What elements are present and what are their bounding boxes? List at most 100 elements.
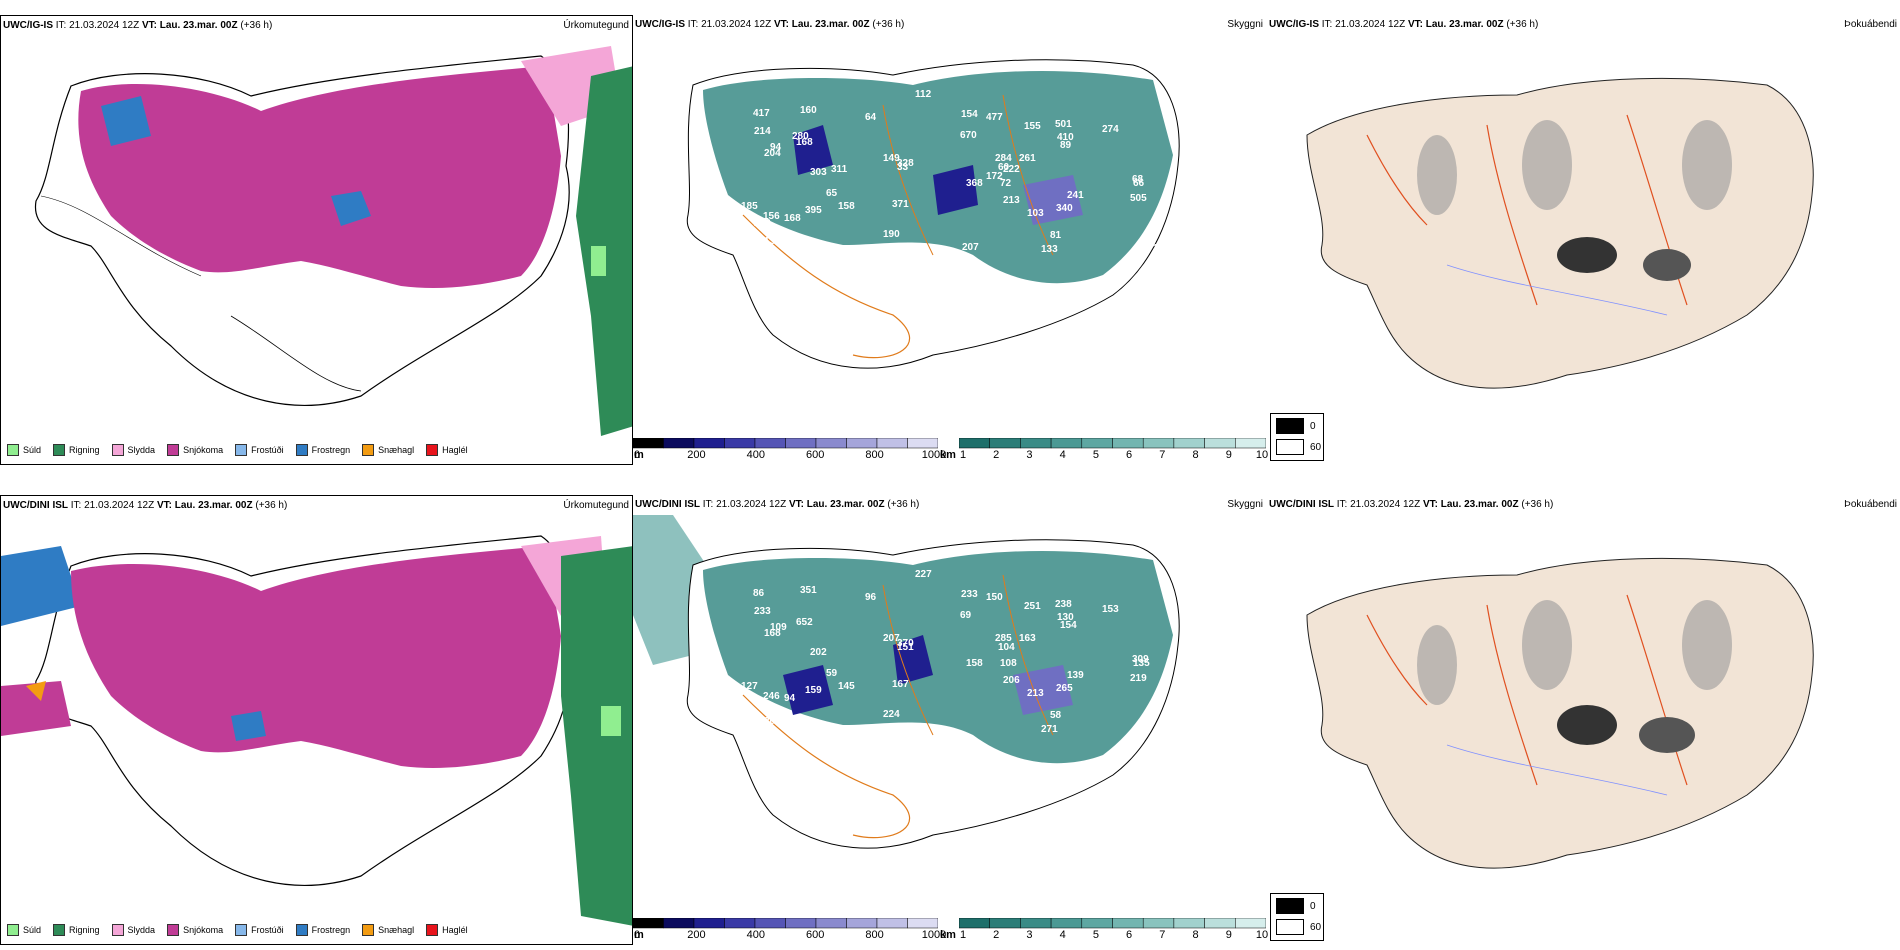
cloudbase-label: 190 — [883, 229, 900, 240]
cloudbase-label: 109 — [770, 622, 787, 633]
legend-item: Súld — [7, 444, 41, 456]
legend-item: Haglél — [426, 444, 468, 456]
cloudbase-label: 251 — [1024, 601, 1041, 612]
cloudbase-label: 127 — [741, 681, 758, 692]
colorbar-cell — [785, 917, 817, 929]
cloudbase-label: 206 — [1003, 675, 1020, 686]
cloudbase-label: 351 — [800, 585, 817, 596]
cloudbase-label: 33 — [897, 162, 909, 173]
colorbar-cell — [989, 917, 1021, 929]
cloudbase-label: 265 — [1056, 683, 1073, 694]
cloudbase-panel-top: UWC/IG-IS IT: 21.03.2024 12Z VT: Lau. 23… — [633, 15, 1267, 465]
colorbar-tick: 2 — [993, 929, 1000, 941]
colorbar-cell — [1204, 917, 1236, 929]
cloudbase-label: 155 — [1024, 121, 1041, 132]
cloudbase-label: 160 — [800, 105, 817, 116]
cloudbase-label: 200 — [764, 716, 781, 727]
cloudbase-colorbar-bottom: 0 200 400 600 800 1000 — [632, 917, 946, 947]
cloudbase-label: 185 — [741, 201, 758, 212]
colorbar-tick: 9 — [1225, 449, 1232, 461]
colorbar-tick: 1 — [959, 449, 967, 461]
colorbar-tick: 0 — [633, 929, 641, 941]
cloudbase-label: 670 — [960, 130, 977, 141]
colorbar-tick: 5 — [1092, 449, 1099, 461]
colorbar-cell — [876, 917, 908, 929]
cloudbase-label: 89 — [1060, 140, 1072, 151]
legend-swatch — [235, 444, 248, 456]
legend-swatch — [7, 924, 19, 936]
legend-item: Snæhagl — [362, 924, 414, 936]
colorbar-tick: 800 — [865, 449, 884, 461]
cloudbase-label: 158 — [838, 201, 855, 212]
cloudbase-label: 104 — [998, 642, 1015, 653]
cloudbase-label: 227 — [915, 569, 932, 580]
colorbar-cell — [907, 437, 939, 449]
cloudbase-label: 246 — [763, 691, 780, 702]
fog-panel-top: UWC/IG-IS IT: 21.03.2024 12Z VT: Lau. 23… — [1267, 15, 1900, 465]
cloudbase-colorbar-top: 0 200 400 600 800 1000 — [632, 437, 946, 467]
colorbar-tick: 3 — [1026, 929, 1033, 941]
colorbar-tick: 9 — [1225, 929, 1232, 941]
cloudbase-panel-bottom: UWC/DINI ISL IT: 21.03.2024 12Z VT: Lau.… — [633, 495, 1267, 945]
cloudbase-label: 112 — [915, 89, 932, 100]
cloudbase-label: 311 — [831, 164, 848, 175]
colorbar-cell — [693, 437, 725, 449]
panel-title: UWC/IG-IS IT: 21.03.2024 12Z VT: Lau. 23… — [3, 20, 273, 31]
cloudbase-label: 109 — [951, 275, 968, 286]
colorbar-cell — [1142, 917, 1175, 929]
colorbar-cell — [876, 437, 908, 449]
cloudbase-label: 68 — [1132, 174, 1144, 185]
panel-name: Skyggni — [1227, 499, 1263, 510]
cloudbase-label: 285 — [995, 633, 1012, 644]
cloudbase-label: 233 — [961, 589, 978, 600]
cloudbase-label: 139 — [1067, 670, 1084, 681]
cloudbase-label: 172 — [986, 171, 1003, 182]
legend-label: Haglél — [442, 925, 468, 935]
colorbar-tick: 1000 — [921, 929, 947, 941]
cloudbase-label: 274 — [1102, 124, 1119, 135]
colorbar-cell — [846, 437, 878, 449]
legend-swatch — [295, 924, 308, 936]
colorbar-tick: 600 — [806, 929, 825, 941]
panel-title: UWC/DINI ISL IT: 21.03.2024 12Z VT: Lau.… — [3, 500, 288, 511]
legend-item: Frostregn — [295, 444, 350, 456]
colorbar-cell — [1173, 917, 1205, 929]
colorbar-tick: 6 — [1126, 449, 1133, 461]
colorbar-cell — [989, 437, 1021, 449]
cloudbase-label: 64 — [865, 112, 877, 123]
cloudbase-label: 158 — [966, 658, 983, 669]
colorbar-tick: 800 — [865, 929, 884, 941]
cloudbase-label: 65 — [826, 188, 838, 199]
colorbar-cell — [663, 437, 695, 449]
colorbar-cell — [663, 917, 695, 929]
panel-title: UWC/IG-IS IT: 21.03.2024 12Z VT: Lau. 23… — [1269, 19, 1539, 30]
fog-map — [1306, 77, 1814, 389]
legend-label: Snjókoma — [183, 445, 224, 455]
colorbar-cell — [1050, 917, 1083, 929]
cloudbase-label: 284 — [995, 153, 1012, 164]
cloudbase-label: 148 — [931, 256, 948, 267]
legend-label: Haglél — [442, 445, 468, 455]
cloudbase-label: 250 — [951, 755, 968, 766]
visibility-unit-bottom: km — [940, 929, 956, 941]
panel-name: Úrkomutegund — [563, 500, 629, 511]
legend-swatch — [53, 444, 66, 456]
cloudbase-label: 60 — [998, 162, 1010, 173]
cloudbase-label: 103 — [1027, 208, 1044, 219]
colorbar-tick: 6 — [1126, 929, 1133, 941]
colorbar-cell — [1235, 437, 1267, 449]
legend-item: Rigning — [53, 444, 100, 456]
colorbar-tick: 10 — [1255, 449, 1269, 461]
cloudbase-label: 477 — [986, 112, 1003, 123]
cloudbase-unit-bottom: m — [634, 929, 644, 941]
cloudbase-label: 168 — [784, 213, 801, 224]
cloudbase-label: 202 — [810, 647, 827, 658]
legend-swatch — [53, 924, 66, 936]
colorbar-cell — [1112, 437, 1144, 449]
colorbar-cell — [1204, 437, 1236, 449]
cloudbase-label: 133 — [1041, 244, 1058, 255]
visibility-colorbar-bottom: 1 2 3 4 5 6 7 8 9 10 — [958, 917, 1268, 947]
cloudbase-label: 260 — [866, 254, 883, 265]
colorbar-tick: 200 — [687, 449, 706, 461]
cloudbase-label: 129 — [931, 736, 948, 747]
